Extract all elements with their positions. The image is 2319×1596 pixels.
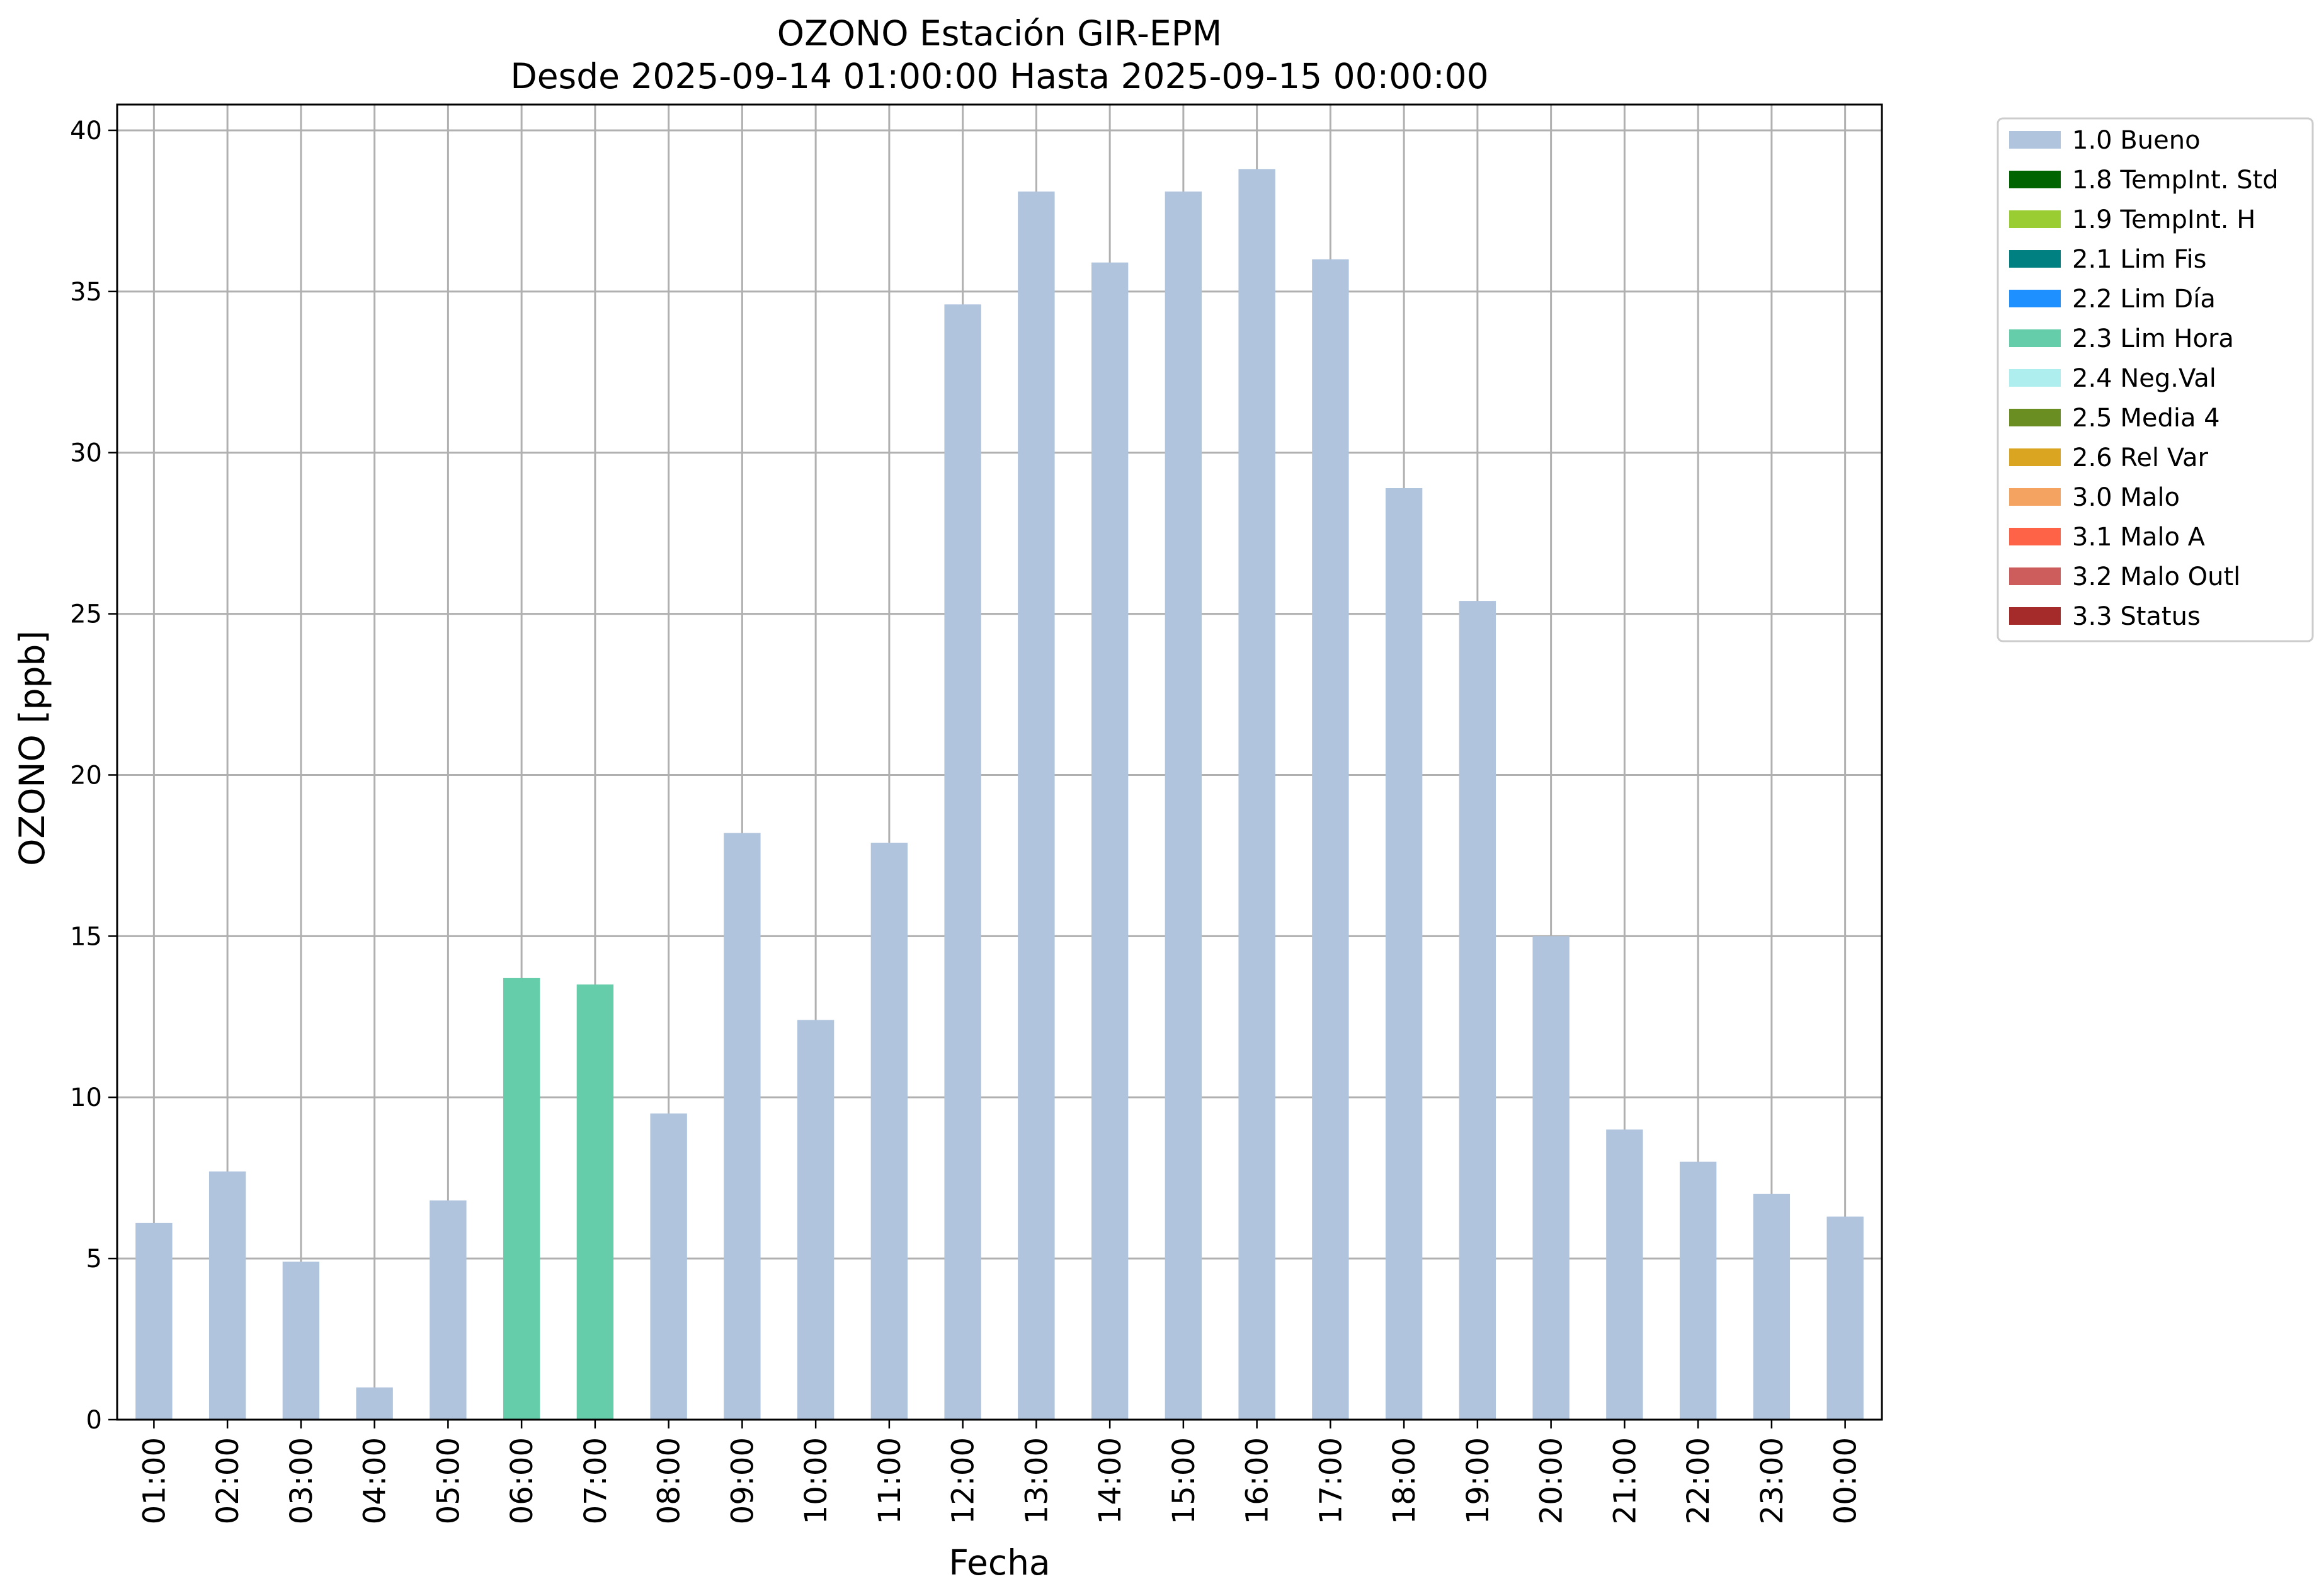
x-tick-label: 08:00 xyxy=(652,1437,687,1524)
legend-label: 2.1 Lim Fis xyxy=(2072,245,2206,274)
bar-0400 xyxy=(356,1387,393,1420)
bar-1000 xyxy=(797,1020,835,1420)
legend-swatch xyxy=(2009,607,2061,625)
y-tick-label: 30 xyxy=(70,439,102,468)
x-tick-label: 11:00 xyxy=(872,1437,908,1524)
legend-label: 3.3 Status xyxy=(2072,602,2201,631)
x-tick-label: 14:00 xyxy=(1093,1437,1128,1524)
bar-2100 xyxy=(1606,1129,1643,1420)
y-tick-label: 10 xyxy=(70,1083,102,1112)
bar-0100 xyxy=(135,1223,173,1420)
bar-1200 xyxy=(944,304,981,1420)
x-tick-label: 00:00 xyxy=(1828,1437,1864,1524)
bar-1600 xyxy=(1238,169,1275,1420)
legend-label: 1.8 TempInt. Std xyxy=(2072,166,2279,195)
y-tick-label: 0 xyxy=(86,1406,102,1435)
x-tick-label: 02:00 xyxy=(210,1437,246,1524)
x-tick-label: 20:00 xyxy=(1534,1437,1570,1524)
legend-swatch xyxy=(2009,369,2061,387)
y-axis-label: OZONO [ppb] xyxy=(12,630,52,866)
bar-1700 xyxy=(1312,259,1349,1420)
legend-label: 2.3 Lim Hora xyxy=(2072,324,2234,353)
legend-swatch xyxy=(2009,448,2061,466)
y-tick-label: 35 xyxy=(70,278,102,307)
legend-label: 2.5 Media 4 xyxy=(2072,404,2220,433)
y-tick-label: 25 xyxy=(70,600,102,629)
x-tick-label: 01:00 xyxy=(137,1437,172,1524)
x-tick-label: 19:00 xyxy=(1461,1437,1496,1524)
x-tick-label: 16:00 xyxy=(1240,1437,1275,1524)
x-tick-label: 07:00 xyxy=(578,1437,613,1524)
legend-label: 1.0 Bueno xyxy=(2072,126,2201,155)
bar-1900 xyxy=(1459,601,1496,1420)
bar-1800 xyxy=(1385,488,1423,1420)
bar-0600 xyxy=(503,978,540,1420)
legend-swatch xyxy=(2009,210,2061,228)
y-tick-label: 15 xyxy=(70,922,102,951)
x-tick-label: 17:00 xyxy=(1313,1437,1348,1524)
legend-swatch xyxy=(2009,567,2061,585)
bar-1400 xyxy=(1091,262,1129,1420)
chart-title: OZONO Estación GIR-EPM xyxy=(777,13,1222,54)
bars xyxy=(135,169,1864,1420)
x-tick-label: 15:00 xyxy=(1166,1437,1202,1524)
x-tick-label: 21:00 xyxy=(1607,1437,1643,1524)
legend-label: 2.6 Rel Var xyxy=(2072,443,2209,472)
bar-1300 xyxy=(1018,191,1055,1420)
bar-0000 xyxy=(1826,1216,1864,1420)
bar-2300 xyxy=(1753,1194,1791,1420)
legend-label: 1.9 TempInt. H xyxy=(2072,205,2255,234)
legend-label: 3.0 Malo xyxy=(2072,483,2180,512)
y-tick-label: 5 xyxy=(86,1245,102,1274)
legend-label: 3.2 Malo Outl xyxy=(2072,562,2240,591)
bar-0500 xyxy=(430,1200,467,1420)
legend-label: 3.1 Malo A xyxy=(2072,523,2206,552)
x-tick-label: 03:00 xyxy=(284,1437,319,1524)
legend-frame xyxy=(1997,117,2314,642)
chart-subtitle: Desde 2025-09-14 01:00:00 Hasta 2025-09-… xyxy=(510,56,1488,96)
x-tick-label: 06:00 xyxy=(504,1437,540,1524)
legend-swatch xyxy=(2009,290,2061,307)
x-tick-label: 23:00 xyxy=(1755,1437,1790,1524)
x-tick-label: 13:00 xyxy=(1019,1437,1054,1524)
legend-swatch xyxy=(2009,409,2061,426)
x-tick-label: 04:00 xyxy=(358,1437,393,1524)
legend-swatch xyxy=(2009,131,2061,149)
x-tick-label: 12:00 xyxy=(946,1437,981,1524)
bar-0900 xyxy=(724,833,761,1420)
legend: 1.0 Bueno 1.8 TempInt. Std 1.9 TempInt. H 2… xyxy=(1997,117,2314,642)
plot-frame xyxy=(116,103,1883,1421)
legend-label: 2.2 Lim Día xyxy=(2072,285,2216,314)
y-tick-label: 40 xyxy=(70,117,102,145)
bar-2000 xyxy=(1532,936,1570,1420)
legend-label: 2.4 Neg.Val xyxy=(2072,364,2216,393)
x-tick-label: 05:00 xyxy=(431,1437,466,1524)
legend-swatch xyxy=(2009,528,2061,545)
y-tick-label: 20 xyxy=(70,761,102,790)
bar-1100 xyxy=(870,842,908,1420)
bar-0300 xyxy=(282,1262,320,1420)
bar-1500 xyxy=(1165,191,1202,1420)
bar-0200 xyxy=(208,1171,246,1420)
x-tick-label: 22:00 xyxy=(1681,1437,1716,1524)
y-axis-ticks: 0 5 10 15 20 25 30 35 40 xyxy=(70,117,117,1435)
x-axis-ticks: 01:00 02:00 03:00 04:00 05:00 06:00 07:00 08:00… xyxy=(137,1420,1864,1524)
bar-2200 xyxy=(1679,1161,1717,1420)
x-axis-label: Fecha xyxy=(949,1542,1050,1583)
legend-swatch xyxy=(2009,250,2061,268)
x-tick-label: 18:00 xyxy=(1387,1437,1422,1524)
x-tick-label: 09:00 xyxy=(725,1437,760,1524)
bar-0800 xyxy=(650,1113,687,1420)
legend-swatch xyxy=(2009,329,2061,347)
legend-swatch xyxy=(2009,488,2061,506)
legend-swatch xyxy=(2009,171,2061,188)
x-tick-label: 10:00 xyxy=(799,1437,834,1524)
bar-0700 xyxy=(576,984,614,1420)
